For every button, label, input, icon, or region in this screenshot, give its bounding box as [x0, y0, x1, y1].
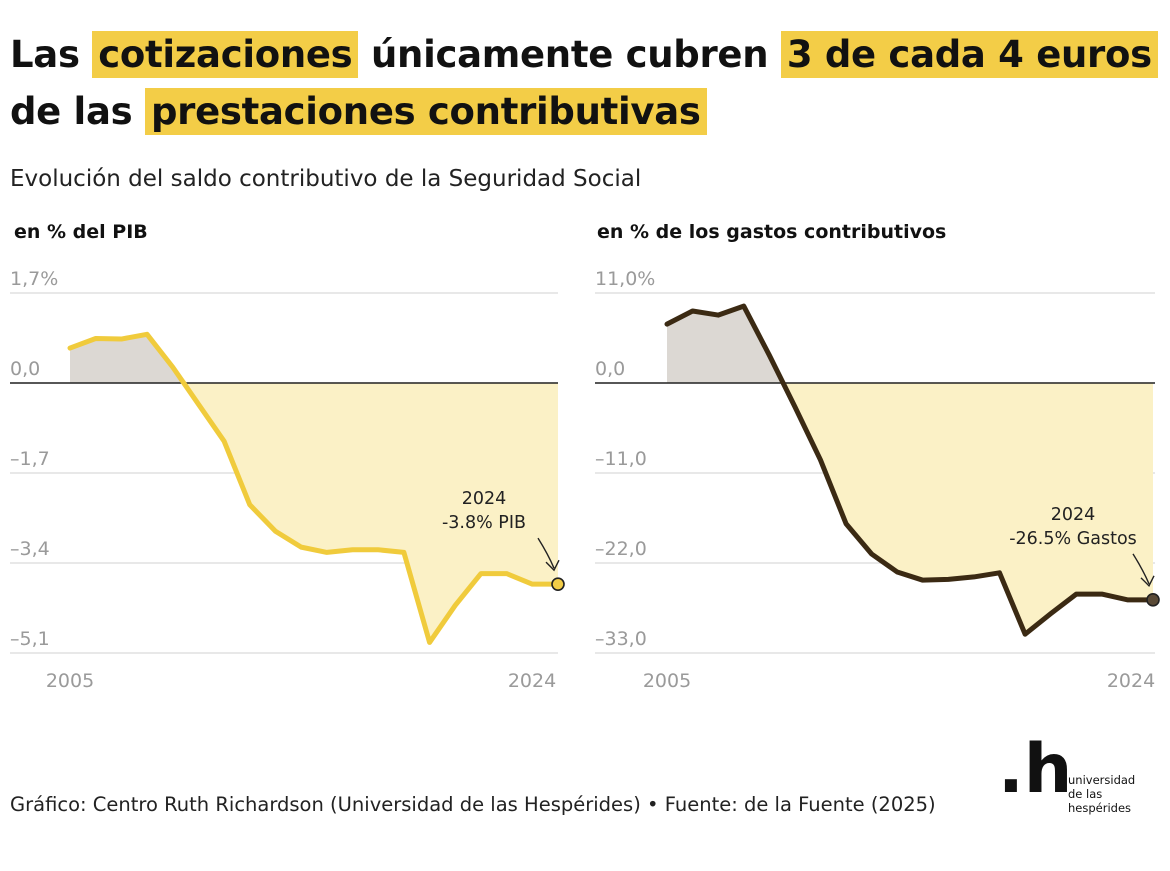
endpoint-marker — [1146, 593, 1160, 607]
logo-line: de las — [1068, 786, 1103, 801]
right-panel-title: en % de los gastos contributivos — [597, 221, 947, 243]
gdp-balance-chart: 1,7% 0,0 –1,7 –3,4 –5,1 2024 -3.8% PIB 2005 2024 — [10, 268, 565, 692]
annotation-year: 2024 — [462, 489, 507, 509]
annotation-arrow — [537, 537, 555, 569]
headline-highlight: cotizaciones — [92, 31, 359, 78]
y-tick-label: 0,0 — [10, 358, 40, 380]
y-tick-label: –3,4 — [10, 538, 50, 560]
y-tick-label: –1,7 — [10, 448, 50, 470]
annotation-arrow — [1132, 553, 1150, 585]
logo-line: universidad — [1068, 773, 1136, 787]
x-tick-label: 2024 — [508, 670, 556, 692]
source-credit: Gráfico: Centro Ruth Richardson (Univers… — [10, 793, 936, 816]
y-tick-label: 1,7% — [10, 268, 58, 290]
headline-text: de las — [10, 90, 133, 134]
annotation-arrowhead — [1140, 575, 1155, 587]
y-tick-label: –11,0 — [595, 448, 647, 470]
negative-area — [783, 383, 1153, 635]
positive-area — [667, 306, 784, 383]
y-tick-label: –22,0 — [595, 538, 647, 560]
annotation-value: -26.5% Gastos — [1009, 529, 1137, 549]
endpoint-marker — [551, 577, 565, 591]
annotation-value: -3.8% PIB — [442, 513, 526, 533]
left-panel-title: en % del PIB — [14, 221, 148, 243]
headline-highlight: 3 de cada 4 euros — [780, 31, 1158, 78]
headline-text: únicamente cubren — [370, 33, 769, 76]
headline-text: Las — [10, 33, 80, 76]
logo-line: hespérides — [1068, 800, 1132, 815]
y-tick-label: 0,0 — [595, 358, 625, 380]
subtitle: Evolución del saldo contributivo de la S… — [10, 166, 642, 192]
annotation-year: 2024 — [1051, 505, 1096, 525]
annotation-arrowhead — [545, 559, 560, 572]
negative-area — [183, 383, 558, 643]
x-tick-label: 2005 — [46, 670, 94, 692]
x-tick-label: 2024 — [1107, 670, 1155, 692]
x-tick-label: 2005 — [643, 670, 691, 692]
y-tick-label: –33,0 — [595, 628, 647, 650]
expenditure-balance-chart: 11,0% 0,0 –11,0 –22,0 –33,0 2024 -26.5% Gastos… — [595, 268, 1160, 692]
headline-highlight: prestaciones contributivas — [144, 88, 707, 136]
university-logo: .h universidad de las hespérides — [998, 736, 1158, 820]
logo-wordmark: universidad de las hespérides — [1068, 773, 1136, 815]
headline: Las cotizaciones únicamente cubren 3 de … — [10, 26, 1160, 141]
logo-mark: .h — [998, 730, 1073, 809]
series-line — [67, 331, 561, 645]
series-line — [664, 303, 1156, 637]
y-tick-label: 11,0% — [595, 268, 655, 290]
y-tick-label: –5,1 — [10, 628, 50, 650]
